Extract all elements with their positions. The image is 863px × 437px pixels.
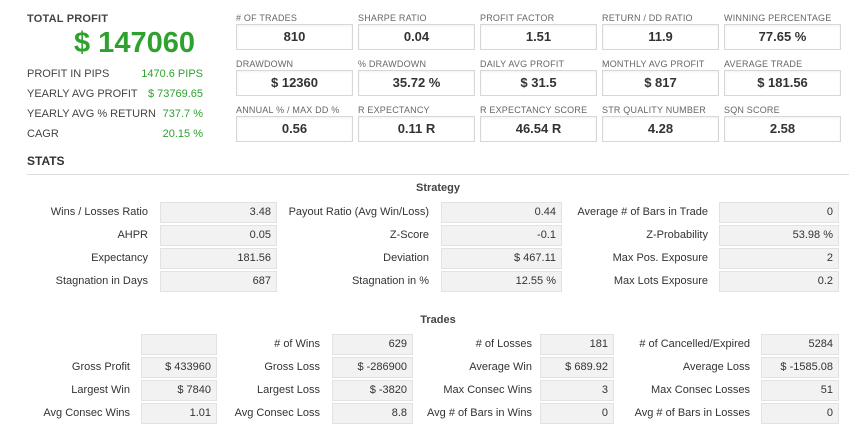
trades-label: Avg # of Bars in Losses (634, 407, 750, 419)
trades-label: Gross Profit (71, 361, 130, 373)
trades-label: Average Loss (682, 361, 750, 373)
strategy-label: Deviation (383, 252, 429, 264)
trades-section-title: Trades (420, 314, 456, 326)
trades-label: Avg Consec Wins (43, 407, 130, 419)
card-value-profit-factor: 1.51 (480, 24, 597, 50)
trades-label: Gross Loss (264, 361, 320, 373)
strategy-value: 0.44 (441, 202, 562, 223)
strategy-value: -0.1 (441, 225, 562, 246)
card-label-str-quality: STR QUALITY NUMBER (602, 105, 706, 115)
card-label-pct-drawdown: % DRAWDOWN (358, 59, 427, 69)
strategy-value: 53.98 % (719, 225, 839, 246)
summary-label: CAGR (27, 128, 59, 140)
card-label-drawdown: DRAWDOWN (236, 59, 294, 69)
card-value-average-trade: $ 181.56 (724, 70, 841, 96)
card-label-trades: # OF TRADES (236, 13, 298, 23)
stats-title: STATS (27, 154, 65, 168)
trades-label: Avg # of Bars in Wins (427, 407, 532, 419)
trades-label: Max Consec Wins (443, 384, 532, 396)
card-value-sharpe: 0.04 (358, 24, 475, 50)
summary-label: PROFIT IN PIPS (27, 68, 110, 80)
summary-label: YEARLY AVG PROFIT (27, 88, 138, 100)
card-value-pct-drawdown: 35.72 % (358, 70, 475, 96)
card-label-sqn-score: SQN SCORE (724, 105, 780, 115)
trades-label: Max Consec Losses (650, 384, 750, 396)
card-label-r-expectancy-score: R EXPECTANCY SCORE (480, 105, 588, 115)
summary-value: 1470.6 PIPS (141, 68, 203, 80)
strategy-value: 0.2 (719, 271, 839, 292)
card-label-winning-pct: WINNING PERCENTAGE (724, 13, 832, 23)
trades-value: $ 689.92 (540, 357, 614, 378)
summary-value: $ 73769.65 (147, 88, 203, 100)
strategy-value: 0.05 (160, 225, 277, 246)
trades-value: 3 (540, 380, 614, 401)
strategy-label: Expectancy (91, 252, 148, 264)
card-value-trades: 810 (236, 24, 353, 50)
trades-value: $ -286900 (332, 357, 413, 378)
trades-value: $ -3820 (332, 380, 413, 401)
total-profit-label: TOTAL PROFIT (27, 13, 109, 25)
total-profit-value: $ 147060 (74, 27, 195, 59)
card-label-annual-maxdd: ANNUAL % / MAX DD % (236, 105, 340, 115)
card-label-r-expectancy: R EXPECTANCY (358, 105, 430, 115)
trades-label: Largest Loss (257, 384, 320, 396)
card-value-return-dd: 11.9 (602, 24, 719, 50)
strategy-value: 181.56 (160, 248, 277, 269)
trades-label: Average Win (469, 361, 532, 373)
card-value-daily-avg: $ 31.5 (480, 70, 597, 96)
stats-divider (27, 174, 849, 175)
card-value-r-expectancy: 0.11 R (358, 116, 475, 142)
strategy-label: AHPR (117, 229, 148, 241)
card-value-r-expectancy-score: 46.54 R (480, 116, 597, 142)
trades-value: 181 (540, 334, 614, 355)
card-value-winning-pct: 77.65 % (724, 24, 841, 50)
strategy-value: 12.55 % (441, 271, 562, 292)
card-label-daily-avg: DAILY AVG PROFIT (480, 59, 565, 69)
trades-value: 5284 (761, 334, 839, 355)
card-label-monthly-avg: MONTHLY AVG PROFIT (602, 59, 705, 69)
strategy-value: 687 (160, 271, 277, 292)
strategy-label: Stagnation in Days (55, 275, 148, 287)
summary-label: YEARLY AVG % RETURN (27, 108, 156, 120)
card-value-annual-maxdd: 0.56 (236, 116, 353, 142)
strategy-label: Max Lots Exposure (613, 275, 708, 287)
summary-value: 737.7 % (162, 108, 203, 120)
card-label-sharpe: SHARPE RATIO (358, 13, 427, 23)
strategy-section-title: Strategy (415, 182, 461, 194)
card-value-str-quality: 4.28 (602, 116, 719, 142)
strategy-label: Z-Probability (646, 229, 708, 241)
trades-value: 1.01 (141, 403, 217, 424)
strategy-label: Max Pos. Exposure (612, 252, 708, 264)
card-label-return-dd: RETURN / DD RATIO (602, 13, 693, 23)
strategy-label: Z-Score (389, 229, 429, 241)
trades-label: Largest Win (71, 384, 130, 396)
card-value-sqn-score: 2.58 (724, 116, 841, 142)
trades-value: $ -1585.08 (761, 357, 839, 378)
trades-value: 0 (540, 403, 614, 424)
trades-label: # of Wins (274, 338, 320, 350)
trades-value: $ 7840 (141, 380, 217, 401)
strategy-label: Payout Ratio (Avg Win/Loss) (288, 206, 429, 218)
strategy-value: 2 (719, 248, 839, 269)
card-value-monthly-avg: $ 817 (602, 70, 719, 96)
trades-value: 629 (332, 334, 413, 355)
strategy-label: Wins / Losses Ratio (50, 206, 148, 218)
trades-value: 8.8 (332, 403, 413, 424)
trades-label: # of Cancelled/Expired (639, 338, 750, 350)
card-label-profit-factor: PROFIT FACTOR (480, 13, 555, 23)
trades-value: $ 433960 (141, 357, 217, 378)
trades-value: 51 (761, 380, 839, 401)
card-label-average-trade: AVERAGE TRADE (724, 59, 803, 69)
strategy-value: 3.48 (160, 202, 277, 223)
trades-value (141, 334, 217, 355)
strategy-value: $ 467.11 (441, 248, 562, 269)
card-value-drawdown: $ 12360 (236, 70, 353, 96)
trades-value: 0 (761, 403, 839, 424)
strategy-label: Stagnation in % (351, 275, 429, 287)
trades-label: # of Losses (475, 338, 532, 350)
strategy-value: 0 (719, 202, 839, 223)
trades-label: Avg Consec Loss (234, 407, 320, 419)
strategy-label: Average # of Bars in Trade (577, 206, 708, 218)
summary-value: 20.15 % (162, 128, 203, 140)
